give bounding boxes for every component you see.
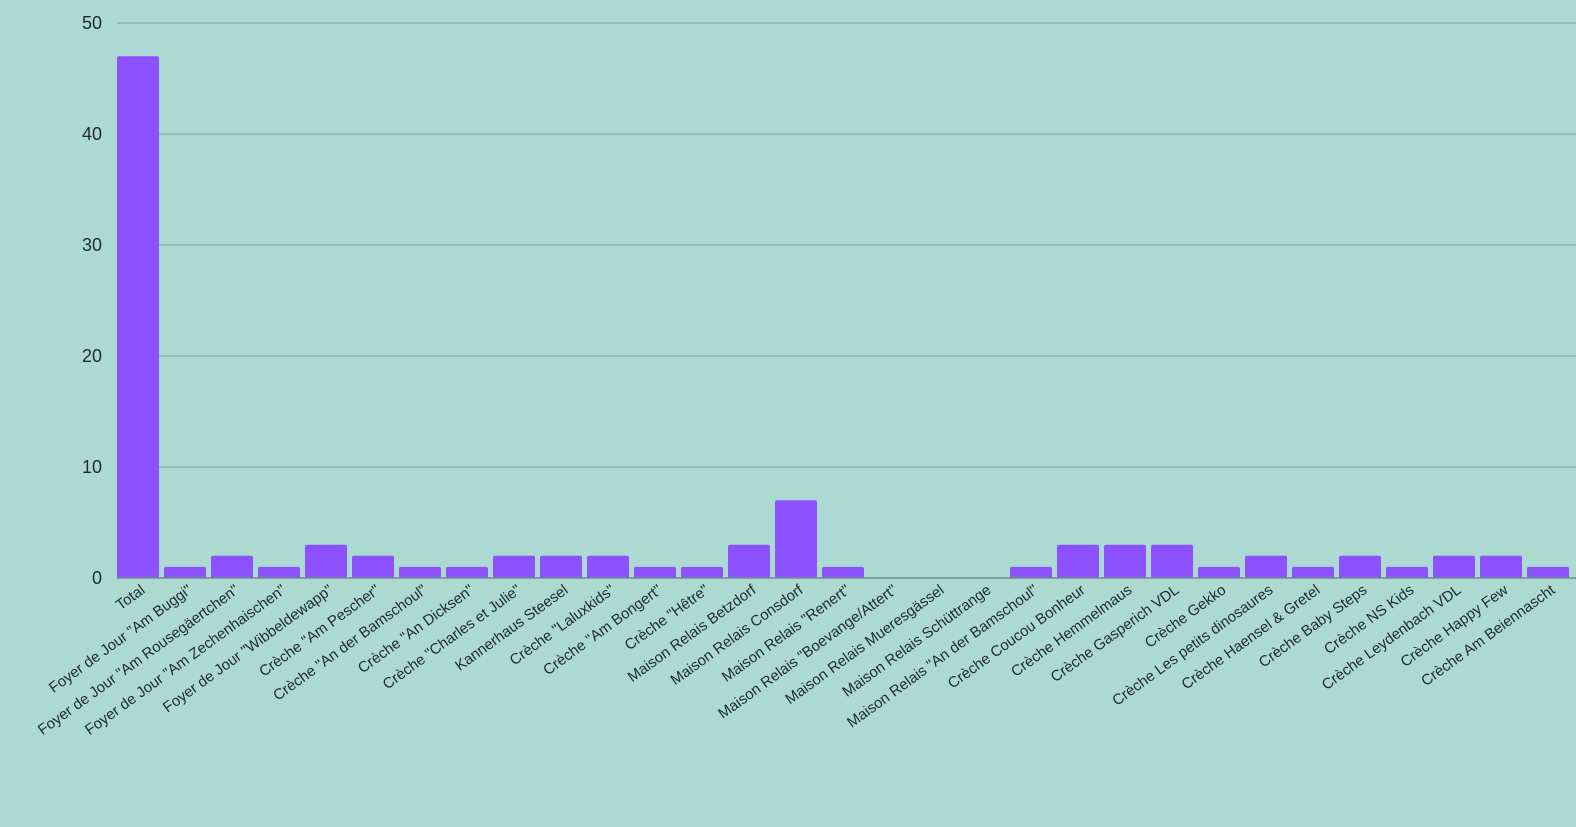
bar: [540, 555, 582, 578]
bar: [164, 566, 206, 578]
bar: [352, 555, 394, 578]
bar: [1151, 544, 1193, 578]
bar: [775, 500, 817, 578]
bar: [1104, 544, 1146, 578]
bar: [1245, 555, 1287, 578]
bar: [305, 544, 347, 578]
bar: [1480, 555, 1522, 578]
bar: [728, 544, 770, 578]
y-tick-label: 40: [82, 124, 102, 144]
bar: [1433, 555, 1475, 578]
gridlines: [117, 22, 1576, 579]
y-tick-label: 0: [92, 568, 102, 588]
bar: [1527, 566, 1569, 578]
bar: [493, 555, 535, 578]
bar: [634, 566, 676, 578]
y-tick-label: 50: [82, 13, 102, 33]
bar: [1339, 555, 1381, 578]
bar: [822, 566, 864, 578]
bar: [1010, 566, 1052, 578]
y-tick-label: 20: [82, 346, 102, 366]
y-tick-label: 10: [82, 457, 102, 477]
bar: [258, 566, 300, 578]
bar: [1386, 566, 1428, 578]
x-tick-label: Foyer de Jour "Am Zechenhaischen": [82, 581, 289, 738]
bars: [117, 56, 1569, 579]
bar: [587, 555, 629, 578]
bar: [117, 56, 159, 579]
bar: [1057, 544, 1099, 578]
bar: [1198, 566, 1240, 578]
bar: [399, 566, 441, 578]
y-tick-label: 30: [82, 235, 102, 255]
bar: [681, 566, 723, 578]
bar: [1292, 566, 1334, 578]
bar: [446, 566, 488, 578]
x-tick-label: Total: [113, 581, 149, 613]
bar: [211, 555, 253, 578]
x-tick-label: Foyer de Jour "Am Rousegäertchen": [35, 581, 242, 738]
y-axis-ticks: 0 10 20 30 40 50: [82, 13, 102, 588]
